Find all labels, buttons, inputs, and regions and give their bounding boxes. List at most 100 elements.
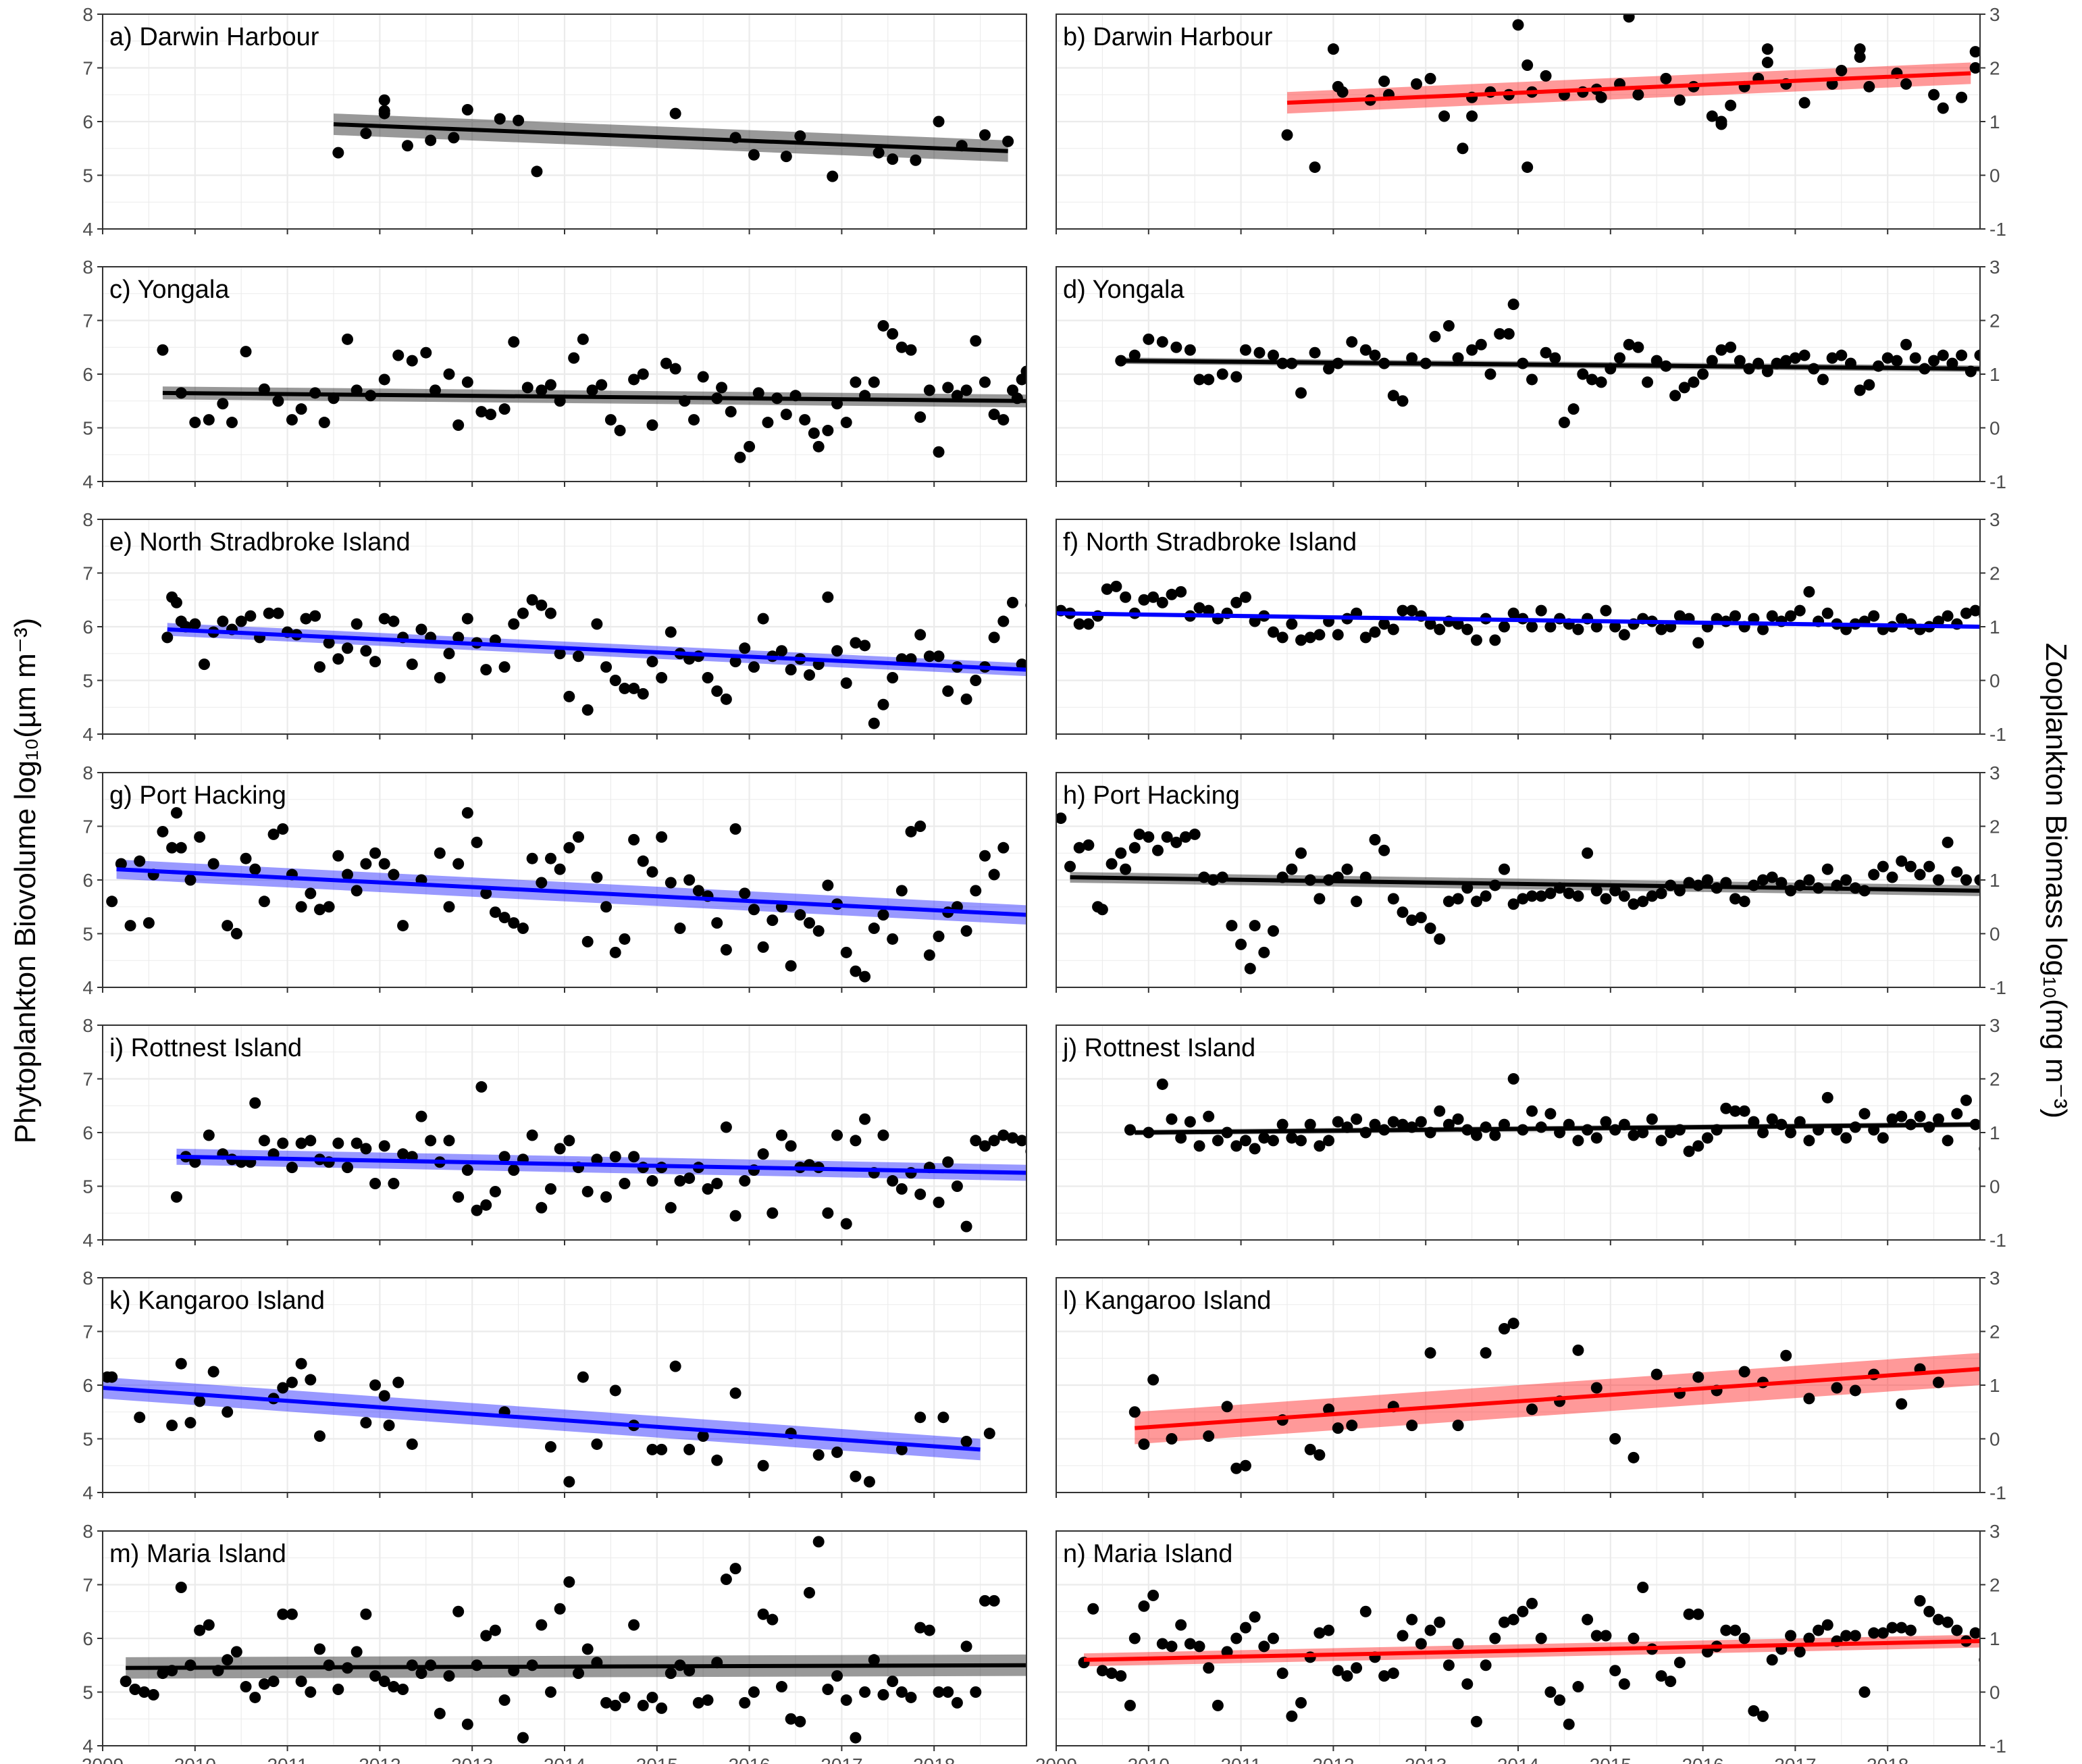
x-axis [1056,482,1889,487]
data-point [1665,1676,1677,1688]
data-point [1942,1616,1954,1628]
data-point [1757,874,1769,886]
x-tick-label: 2010 [1128,1755,1170,1764]
data-point [1020,365,1026,378]
data-point [762,417,774,429]
data-point [831,1129,843,1141]
data-point [194,1395,206,1407]
data-point [313,1430,326,1443]
data-point [1147,1589,1160,1601]
data-point [369,1178,382,1190]
data-point [1609,885,1621,897]
data-point [1877,1132,1889,1144]
data-point [702,672,714,684]
data-point [1706,355,1718,367]
data-point [868,717,880,729]
y-tick-label: 6 [82,1628,93,1649]
data-point [1590,1630,1603,1642]
data-point [1517,1605,1529,1617]
x-tick-label: 2011 [1220,1755,1261,1764]
data-point [388,1178,400,1190]
data-point [1609,621,1621,633]
data-point [669,107,681,120]
data-point [1734,355,1746,367]
data-point [217,615,229,627]
data-point [142,917,155,929]
data-point [1406,1613,1418,1626]
data-point [536,384,548,396]
data-point [933,446,945,458]
panel-title: f) North Stradbroke Island [1063,528,1357,556]
data-point [378,1676,390,1688]
data-point [1886,1113,1898,1125]
data-point [369,847,382,859]
data-point [1886,871,1898,883]
x-axis [1056,734,1889,740]
data-point [350,885,363,897]
data-point [536,599,548,611]
data-point [785,960,797,972]
data-point [933,115,945,128]
data-point [1794,604,1806,617]
data-point [295,1357,307,1370]
data-point [1628,1129,1640,1141]
data-point [1896,613,1908,625]
data-point [1766,1113,1778,1125]
data-point [1230,1462,1243,1474]
data-point [1600,604,1612,617]
data-point [997,414,1010,426]
data-point [360,1143,372,1155]
panel-plot-area [1056,580,1980,649]
panel-b: b) Darwin Harbour -1 0 1 2 3 [1055,4,2006,240]
data-point [198,658,210,671]
data-point [739,887,751,900]
data-point [656,1702,668,1714]
data-point [573,650,585,663]
data-point [683,653,696,665]
panel-h: h) Port Hacking -1 0 1 2 3 [1055,762,2006,998]
data-point [267,828,280,840]
data-point [914,1188,927,1200]
x-axis [102,482,935,487]
y-tick-label: 0 [1989,1176,2000,1197]
data-point [129,1684,141,1696]
y-tick-label: 3 [1989,1015,2000,1036]
panel-title: i) Rottnest Island [109,1034,302,1062]
data-point [222,920,234,932]
data-point [244,610,257,622]
data-point [1124,1124,1136,1136]
data-point [942,685,954,697]
data-point [1189,828,1201,840]
data-point [1826,352,1838,364]
data-point [1212,1135,1224,1147]
data-point [1309,161,1321,174]
data-point [785,1713,797,1725]
data-point [775,645,787,657]
y-tick-label: 3 [1989,1268,2000,1289]
data-point [1960,874,1972,886]
data-point [1397,1118,1409,1131]
panel-gridlines [101,265,1028,483]
data-point [1868,868,1880,881]
data-point [683,1443,696,1455]
data-point [859,1686,871,1698]
y-tick-label: 6 [82,111,93,132]
data-point [951,1696,963,1709]
data-point [461,1718,473,1730]
data-point [295,1137,307,1149]
data-point [1896,1110,1908,1122]
data-point [1295,847,1307,859]
data-point [923,384,935,396]
data-point [461,807,473,819]
x-axis [1056,987,1889,993]
trend-line [1135,1122,1980,1135]
data-point [1369,626,1381,638]
data-point [720,1121,732,1133]
panel-title: b) Darwin Harbour [1063,23,1273,51]
data-point [1332,1665,1344,1677]
data-point [378,613,390,625]
data-point [729,823,741,835]
data-point [406,1438,418,1450]
panel-l: l) Kangaroo Island -1 0 1 2 3 [1055,1268,2006,1503]
data-point [249,1691,261,1703]
